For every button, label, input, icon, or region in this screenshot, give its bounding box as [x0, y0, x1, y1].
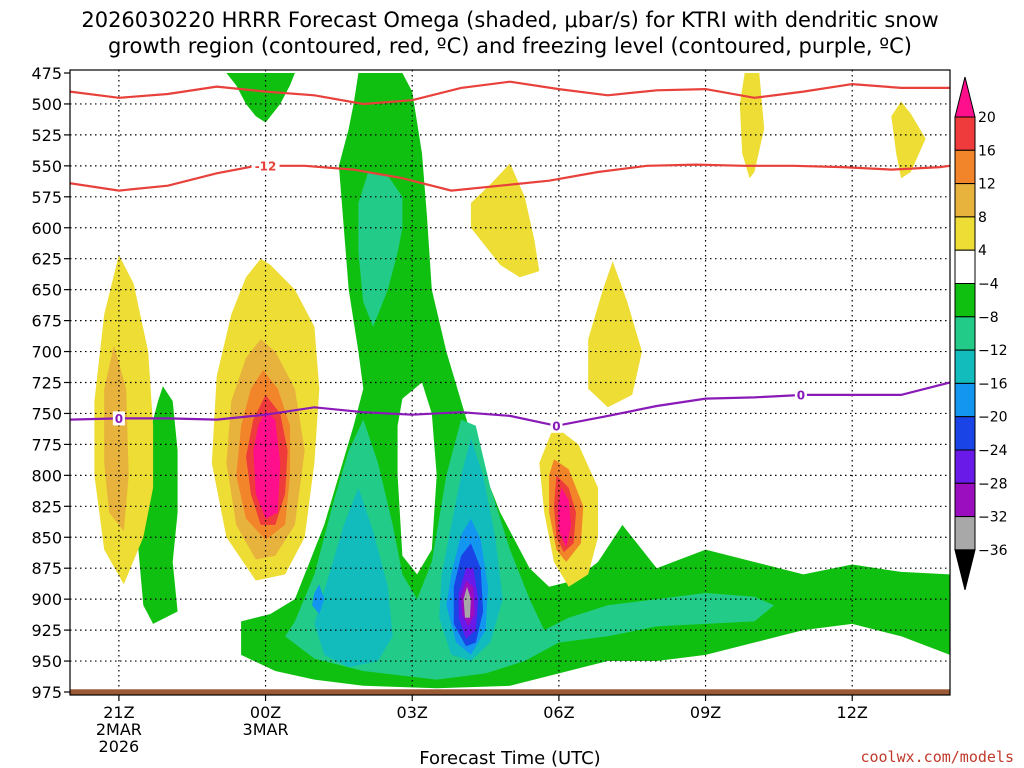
colorbar-swatch: [954, 249, 976, 284]
colorbar-swatch: [954, 416, 976, 451]
y-tick-label: 625: [31, 250, 62, 269]
y-axis: 475 500 525 550 575 600 625 650 675 700 725 750 775 8…: [31, 64, 70, 702]
colorbar-label: 4: [978, 243, 987, 259]
freezing-level-label: 0: [797, 388, 805, 402]
colorbar-swatch: [954, 482, 976, 518]
colorbar-swatch: [954, 116, 976, 151]
x-tick-label: 21Z: [103, 703, 134, 722]
omega-region-8: [312, 584, 325, 614]
y-tick-label: 475: [31, 64, 62, 83]
colorbar-swatch: [954, 516, 976, 551]
colorbar-label: 16: [978, 143, 996, 159]
colorbar-label: 20: [978, 110, 996, 126]
omega-region-28: [557, 487, 572, 548]
x-tick-label: 12Z: [837, 703, 868, 722]
y-tick-label: 950: [31, 652, 62, 671]
omega-region-19: [739, 73, 765, 179]
y-tick-label: 850: [31, 528, 62, 547]
colorbar-label: 8: [978, 210, 987, 226]
x-tick-label: 00Z: [250, 703, 281, 722]
freezing-level-label-bg: [550, 418, 563, 433]
y-tick-label: 725: [31, 374, 62, 393]
y-tick-label: 575: [31, 188, 62, 207]
omega-shading: [94, 73, 950, 689]
y-tick-label: 675: [31, 312, 62, 331]
omega-region-13: [463, 586, 471, 618]
chart-title-line2: growth region (contoured, red, ºC) and f…: [108, 34, 912, 58]
contour-lines: -12 0 0 0: [70, 80, 950, 433]
dgz-bottom-label: -12: [255, 159, 277, 173]
colorbar-label: −16: [978, 376, 1008, 392]
colorbar-swatch: [954, 449, 976, 484]
colorbar-label: −24: [978, 443, 1008, 459]
colorbar-swatch: [954, 349, 976, 384]
freezing-level-label-bg: [794, 387, 807, 402]
y-tick-label: 525: [31, 126, 62, 145]
colorbar-swatch: [954, 382, 976, 418]
freezing-level-label-bg: [112, 411, 125, 426]
colorbar-swatch: [954, 149, 976, 185]
omega-region-6: [314, 487, 393, 668]
y-tick-label: 900: [31, 590, 62, 609]
y-tick-label: 975: [31, 683, 62, 702]
colorbar-swatch: [954, 183, 976, 218]
y-tick-label: 600: [31, 219, 62, 238]
x-tick-label: 03Z: [397, 703, 428, 722]
gridlines: [70, 70, 950, 695]
colorbar-bottom-arrow: [954, 549, 976, 591]
colorbar-label: −32: [978, 510, 1008, 526]
colorbar-swatch: [954, 283, 976, 318]
x-tick-label: 06Z: [543, 703, 574, 722]
freezing-level-label: 0: [552, 419, 560, 433]
omega-region-16: [470, 163, 540, 278]
dgz-bottom-label-bg: [251, 158, 280, 173]
colorbar-label: −20: [978, 410, 1008, 426]
dgz-bottom-line: [70, 163, 950, 192]
omega-region-18: [588, 261, 642, 408]
omega-region-0: [226, 73, 295, 123]
colorbar-label: −28: [978, 476, 1008, 492]
x-tick-label: 2026: [99, 737, 140, 756]
dgz-top-line: [70, 80, 950, 106]
colorbar: 20 16 12 8 4 −4 −8 −12 −16 −20 −24 −28 −32 −36: [954, 76, 1008, 591]
y-tick-label: 775: [31, 435, 62, 454]
chart-title-line1: 2026030220 HRRR Forecast Omega (shaded, …: [81, 8, 938, 32]
colorbar-swatch: [954, 216, 976, 251]
colorbar-label: −4: [978, 277, 999, 293]
omega-region-20: [891, 101, 926, 179]
y-tick-label: 700: [31, 343, 62, 362]
y-tick-label: 550: [31, 157, 62, 176]
y-tick-label: 500: [31, 95, 62, 114]
credit-text: coolwx.com/models: [860, 748, 1014, 766]
terrain: [70, 689, 950, 695]
terrain-band: [70, 689, 950, 695]
omega-region-4: [358, 172, 403, 327]
colorbar-label: −36: [978, 543, 1008, 559]
omega-region-27: [253, 411, 281, 519]
colorbar-top-arrow: [954, 76, 976, 118]
omega-region-21: [104, 345, 129, 532]
colorbar-swatch: [954, 316, 976, 351]
y-tick-label: 825: [31, 497, 62, 516]
y-tick-label: 650: [31, 281, 62, 300]
colorbar-label: 12: [978, 177, 996, 193]
colorbar-label: −8: [978, 310, 999, 326]
omega-region-5: [285, 419, 774, 680]
x-axis-title: Forecast Time (UTC): [419, 748, 600, 768]
y-tick-label: 750: [31, 404, 62, 423]
freezing-level-line: [70, 381, 950, 427]
colorbar-label: −12: [978, 343, 1008, 359]
x-tick-label: 3MAR: [243, 720, 289, 739]
y-tick-label: 800: [31, 466, 62, 485]
omega-region-2: [397, 382, 437, 575]
y-tick-label: 875: [31, 559, 62, 578]
x-tick-label: 2MAR: [96, 720, 142, 739]
freezing-level-label: 0: [115, 412, 123, 426]
x-tick-label: 09Z: [690, 703, 721, 722]
y-tick-label: 925: [31, 621, 62, 640]
